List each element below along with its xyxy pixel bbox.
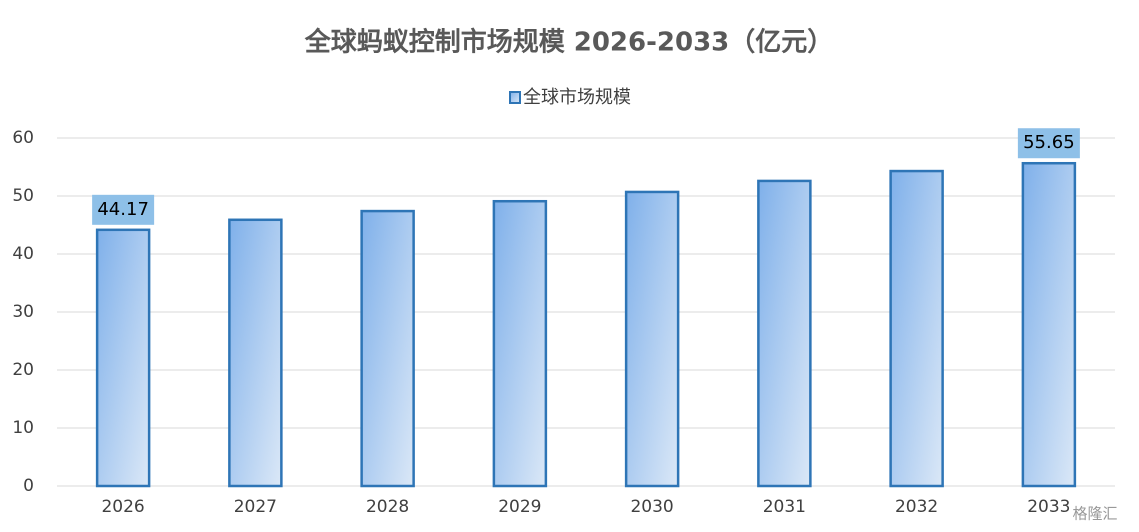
bar: [492, 199, 548, 488]
y-tick-label: 20: [12, 360, 34, 380]
data-label: 55.65: [1023, 132, 1075, 153]
x-tick-label: 2033: [1027, 497, 1070, 517]
bar: [1021, 161, 1077, 488]
x-tick-label: 2030: [630, 497, 673, 517]
y-tick-label: 60: [12, 128, 34, 148]
y-tick-label: 40: [12, 244, 34, 264]
chart-title: 全球蚂蚁控制市场规模 2026-2033（亿元）: [304, 27, 834, 58]
x-tick-label: 2028: [366, 497, 409, 517]
bar: [889, 169, 944, 488]
data-label: 44.17: [97, 199, 149, 220]
bar: [757, 179, 812, 488]
y-tick-label: 0: [23, 476, 34, 496]
y-tick-label: 30: [12, 302, 34, 322]
bar: [95, 228, 151, 488]
x-tick-label: 2031: [763, 497, 806, 517]
bar: [624, 190, 680, 488]
bar: [360, 209, 415, 488]
x-tick-label: 2032: [895, 497, 938, 517]
x-tick-label: 2029: [498, 497, 541, 517]
watermark: 格隆汇: [1072, 505, 1117, 523]
x-tick-label: 2027: [234, 497, 277, 517]
legend-swatch: [509, 91, 521, 104]
y-tick-label: 50: [12, 186, 34, 206]
x-tick-label: 2026: [101, 497, 144, 517]
y-tick-label: 10: [12, 418, 34, 438]
data-label-box: [92, 194, 155, 225]
legend-label: 全球市场规模: [523, 87, 631, 108]
data-label-box: [1017, 128, 1080, 159]
bar: [228, 218, 283, 488]
